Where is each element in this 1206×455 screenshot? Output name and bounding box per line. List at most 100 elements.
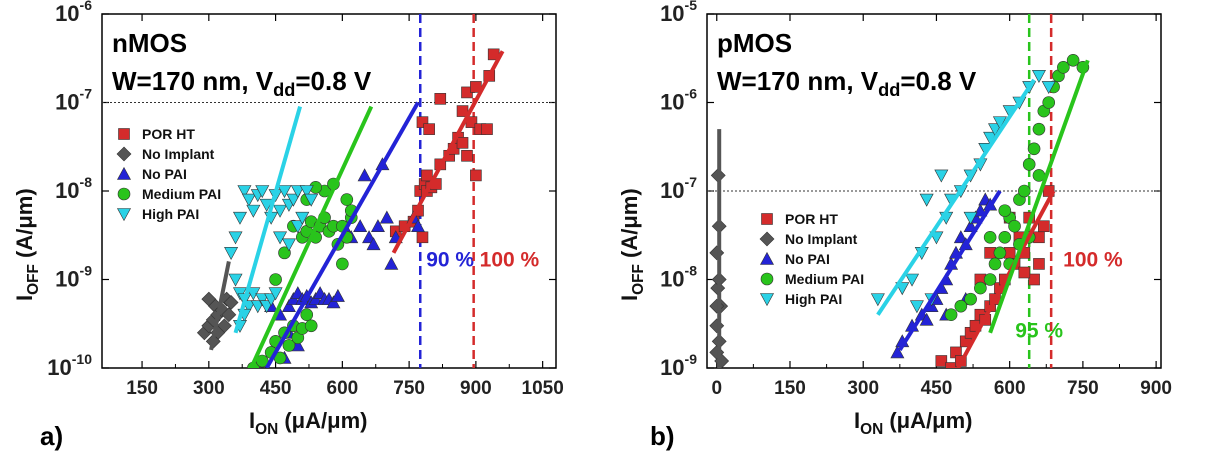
legend-entry: POR HT xyxy=(142,126,195,142)
data-point xyxy=(304,193,319,207)
legend-entry: No Implant xyxy=(785,231,858,247)
panel-subtitle: W=170 nm, Vdd=0.8 V xyxy=(112,66,372,100)
data-point xyxy=(1018,266,1031,279)
data-point xyxy=(357,168,372,182)
data-point xyxy=(336,257,349,271)
data-point xyxy=(340,193,354,206)
data-point xyxy=(255,185,270,199)
data-point xyxy=(290,185,305,199)
legend-entry: High PAI xyxy=(785,291,842,307)
legend-marker xyxy=(118,128,130,140)
legend-entry: No PAI xyxy=(785,251,830,267)
data-point xyxy=(456,137,469,149)
data-point xyxy=(935,355,948,367)
legend-marker xyxy=(761,213,773,225)
data-point xyxy=(909,300,924,314)
x-tick-label: 450 xyxy=(921,378,953,399)
data-point xyxy=(1066,53,1080,67)
x-tick-label: 150 xyxy=(774,378,806,399)
chart-panel-1: 150 300 450 600 750 900 1050 10-10 10-9 10-8 10-7 1… xyxy=(12,0,564,451)
data-point xyxy=(988,123,1003,137)
threshold-label: 90 % xyxy=(426,249,474,272)
y-tick-label: 10-5 xyxy=(660,0,697,26)
data-point xyxy=(241,193,256,207)
data-point xyxy=(954,299,968,313)
fit-line xyxy=(249,105,374,368)
x-tick-label: 1050 xyxy=(522,378,564,399)
y-axis-label: IOFF (A/μm) xyxy=(12,188,42,301)
legend-entry: Medium PAI xyxy=(142,186,221,202)
data-point xyxy=(919,193,934,207)
legend: POR HT No Implant No PAI Medium PAI High PAI xyxy=(116,126,221,222)
legend-entry: High PAI xyxy=(142,206,199,222)
data-point xyxy=(330,288,345,302)
data-point xyxy=(1028,273,1040,286)
data-point xyxy=(434,93,447,105)
panel-label: b) xyxy=(650,421,675,451)
fit-line xyxy=(233,106,302,334)
y-tick-label: 10-8 xyxy=(660,263,697,292)
data-point xyxy=(273,204,288,218)
panel-label: a) xyxy=(40,421,63,451)
data-point xyxy=(366,237,381,251)
data-point xyxy=(277,185,292,199)
data-point xyxy=(421,169,433,182)
fit-line xyxy=(898,189,1002,352)
data-point xyxy=(411,219,426,233)
data-point xyxy=(1041,81,1056,95)
threshold-label: 100 % xyxy=(480,249,540,272)
data-point xyxy=(1038,220,1050,233)
x-tick-label: 0 xyxy=(711,378,722,399)
data-point xyxy=(370,219,385,233)
data-point xyxy=(268,287,283,301)
data-point xyxy=(1042,96,1056,109)
data-point xyxy=(299,185,314,199)
y-tick-label: 10-8 xyxy=(55,174,92,203)
data-point xyxy=(992,116,1007,130)
threshold-label: 95 % xyxy=(1015,320,1063,343)
panel-title: nMOS xyxy=(112,28,187,58)
data-point xyxy=(237,185,252,199)
y-tick-label: 10-9 xyxy=(55,263,92,292)
data-point xyxy=(228,231,243,245)
data-point xyxy=(224,247,239,260)
data-point xyxy=(934,169,949,183)
data-point xyxy=(281,299,296,312)
data-point xyxy=(993,246,1007,260)
data-point xyxy=(353,219,368,233)
data-point xyxy=(286,193,301,207)
threshold-label: 100 % xyxy=(1063,249,1123,272)
data-point xyxy=(1027,142,1041,156)
y-tick-label: 10-10 xyxy=(47,351,92,380)
chart-panel-2: 0 150 300 450 600 750 900 10-9 10-8 10-7 10-6 10-5 9… xyxy=(617,0,1172,451)
data-point xyxy=(1033,258,1045,270)
x-tick-label: 750 xyxy=(393,378,425,399)
data-point xyxy=(1018,184,1031,198)
x-tick-label: 600 xyxy=(994,378,1026,399)
y-tick-label: 10-6 xyxy=(55,0,92,26)
legend-marker xyxy=(760,272,774,286)
x-axis-label: ION (μA/μm) xyxy=(854,408,972,438)
data-point xyxy=(964,292,977,306)
data-point xyxy=(1032,122,1046,136)
data-point xyxy=(246,204,261,218)
data-layer xyxy=(709,53,1090,368)
data-point xyxy=(269,273,282,286)
data-point xyxy=(290,220,305,234)
legend-marker xyxy=(116,208,132,222)
data-point xyxy=(232,211,247,225)
x-axis-label: ION (μA/μm) xyxy=(249,408,367,438)
data-point xyxy=(481,123,493,135)
x-tick-label: 300 xyxy=(847,378,879,399)
data-point xyxy=(416,231,429,244)
data-point xyxy=(905,273,920,287)
panel-subtitle: W=170 nm, Vdd=0.8 V xyxy=(717,66,977,100)
data-point xyxy=(998,230,1012,244)
fit-line xyxy=(209,261,231,351)
data-point xyxy=(983,230,997,244)
x-tick-label: 900 xyxy=(1140,378,1172,399)
data-point xyxy=(423,123,435,135)
data-layer xyxy=(196,48,505,368)
legend-marker xyxy=(116,166,132,180)
data-point xyxy=(1022,158,1036,171)
